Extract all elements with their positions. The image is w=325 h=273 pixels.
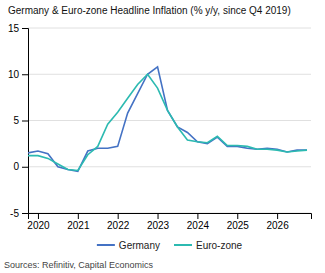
y-tick-label: 0 <box>13 161 19 172</box>
x-tick: 2021 <box>67 213 90 231</box>
y-tick-label: 15 <box>8 23 20 34</box>
x-tick-mark <box>197 213 198 219</box>
x-axis: 2020 2021 2022 2023 2024 2025 2026 <box>27 213 311 231</box>
title: Germany & Euro-zone Headline Inflation (… <box>8 5 291 16</box>
y-axis-line <box>22 29 29 214</box>
y-axis: -5 0 5 10 15 <box>8 23 29 219</box>
x-tick-label: 2023 <box>147 220 170 231</box>
y-tick-mark <box>22 213 28 214</box>
y-tick: 15 <box>8 23 28 34</box>
source: Sources: Refinitiv, Capital Economics <box>4 260 153 270</box>
legend-swatch <box>174 244 192 246</box>
x-tick-mark <box>158 213 159 219</box>
legend-item: Germany <box>97 240 160 251</box>
grid <box>28 28 311 213</box>
y-tick: 10 <box>8 69 28 80</box>
x-tick-label: 2026 <box>266 220 289 231</box>
legend-label: Euro-zone <box>196 240 243 251</box>
y-tick-mark <box>22 121 28 122</box>
y-tick-label: 5 <box>13 115 19 126</box>
y-tick: -5 <box>10 208 28 219</box>
x-tick: 2023 <box>147 213 170 231</box>
legend-item: Euro-zone <box>174 240 243 251</box>
x-axis-line <box>29 214 312 220</box>
x-tick: 2026 <box>266 213 289 231</box>
grid-line <box>28 120 311 121</box>
legend-swatch <box>97 244 115 246</box>
x-tick-mark <box>277 213 278 219</box>
legend: Germany Euro-zone <box>97 240 243 251</box>
x-tick-label: 2025 <box>227 220 250 231</box>
x-tick-label: 2024 <box>187 220 210 231</box>
lines <box>28 67 307 172</box>
x-tick-mark <box>237 213 238 219</box>
x-tick-mark <box>78 213 79 219</box>
y-tick-mark <box>22 74 28 75</box>
y-tick: 0 <box>13 161 28 172</box>
x-tick: 2020 <box>27 213 50 231</box>
x-tick: 2024 <box>187 213 210 231</box>
chart: Germany & Euro-zone Headline Inflation (… <box>0 0 325 273</box>
x-tick-label: 2020 <box>27 220 50 231</box>
series-line <box>28 67 307 172</box>
x-tick: 2025 <box>227 213 250 231</box>
x-tick-mark <box>118 213 119 219</box>
legend-label: Germany <box>119 240 160 251</box>
y-tick-mark <box>22 167 28 168</box>
series-line <box>28 74 307 170</box>
grid-line <box>28 28 311 29</box>
grid-line <box>28 74 311 75</box>
y-tick-label: -5 <box>10 208 19 219</box>
x-tick-label: 2022 <box>107 220 130 231</box>
x-tick-label: 2021 <box>67 220 90 231</box>
plot: 2020 2021 2022 2023 2024 2025 2026 -5 0 5 10 15 <box>8 23 312 231</box>
grid-line <box>28 166 311 167</box>
y-tick: 5 <box>13 115 28 126</box>
y-tick-label: 10 <box>8 69 20 80</box>
x-tick: 2022 <box>107 213 130 231</box>
y-tick-mark <box>22 28 28 29</box>
x-tick-mark <box>38 213 39 219</box>
title-line: Germany & Euro-zone Headline Inflation (… <box>8 5 291 16</box>
